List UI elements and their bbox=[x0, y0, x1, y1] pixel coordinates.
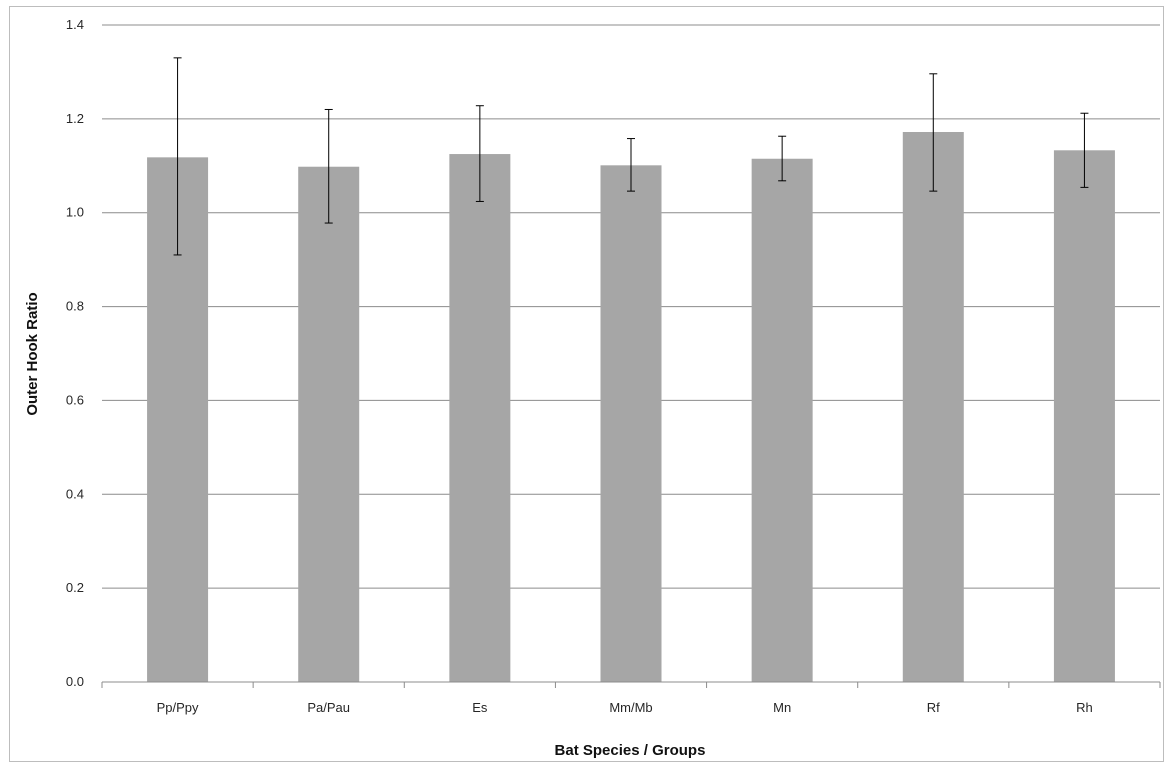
error-bars bbox=[173, 57, 1089, 256]
x-tick-label: Mn bbox=[773, 700, 791, 715]
y-tick-label: 0.2 bbox=[66, 580, 84, 595]
bar-es bbox=[449, 154, 511, 682]
y-tick-label: 0.0 bbox=[66, 674, 84, 689]
bar-mm-mb bbox=[600, 165, 662, 683]
bar-rf bbox=[902, 131, 964, 683]
x-tick-label: Pa/Pau bbox=[307, 700, 350, 715]
error-bar bbox=[173, 57, 182, 256]
y-tick-labels: 0.0 0.2 0.4 0.6 0.8 1.0 1.2 1.4 bbox=[66, 17, 84, 689]
y-tick-label: 1.0 bbox=[66, 205, 84, 220]
y-tick-label: 0.8 bbox=[66, 299, 84, 314]
y-tick-label: 0.6 bbox=[66, 392, 84, 407]
x-tick-label: Mm/Mb bbox=[609, 700, 652, 715]
error-bar bbox=[778, 135, 787, 182]
x-tick-label: Rh bbox=[1076, 700, 1093, 715]
x-tick-labels: Pp/Ppy Pa/Pau Es Mm/Mb Mn Rf Rh bbox=[157, 700, 1093, 715]
bar-mn bbox=[751, 158, 813, 682]
x-axis-title: Bat Species / Groups bbox=[555, 742, 706, 759]
x-tick-label: Rf bbox=[927, 700, 940, 715]
y-tick-label: 0.4 bbox=[66, 486, 84, 501]
y-tick-label: 1.4 bbox=[66, 17, 84, 32]
error-bar bbox=[324, 108, 333, 224]
axes bbox=[101, 681, 1161, 688]
y-tick-label: 1.2 bbox=[66, 111, 84, 126]
error-bar bbox=[1080, 112, 1089, 188]
x-tick-label: Es bbox=[472, 700, 488, 715]
bar-pa-pau bbox=[298, 166, 360, 682]
error-bar bbox=[627, 138, 635, 192]
bars bbox=[147, 131, 1115, 683]
error-bar bbox=[929, 73, 938, 192]
bar-rh bbox=[1053, 150, 1115, 682]
error-bar bbox=[475, 105, 484, 202]
y-axis-title: Outer Hook Ratio bbox=[24, 292, 41, 415]
x-tick-label: Pp/Ppy bbox=[157, 700, 199, 715]
